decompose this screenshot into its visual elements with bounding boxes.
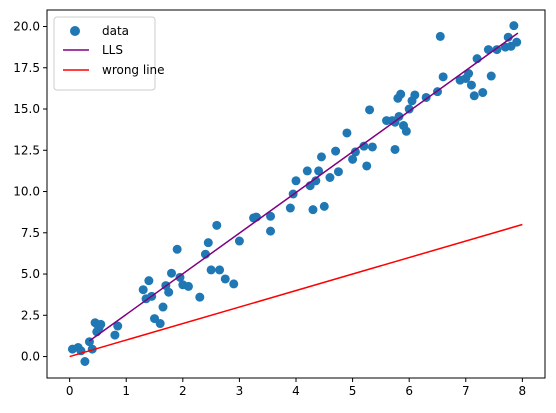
plot-area	[67, 21, 523, 366]
data-point	[342, 128, 352, 138]
data-point	[215, 265, 225, 275]
x-tick-label: 6	[405, 384, 413, 398]
data-point	[229, 279, 239, 289]
data-point	[96, 319, 106, 329]
y-tick-label: 7.5	[21, 226, 40, 240]
data-point	[466, 80, 476, 90]
legend-label-data: data	[102, 24, 129, 38]
data-point	[396, 89, 406, 99]
data-point	[234, 236, 244, 246]
data-point	[183, 281, 193, 291]
data-point	[167, 268, 176, 278]
data-point	[512, 37, 522, 47]
x-tick-label: 3	[236, 384, 244, 398]
x-tick-label: 1	[122, 384, 130, 398]
data-point	[365, 105, 375, 115]
legend: data LLS wrong line	[53, 16, 165, 91]
data-point	[291, 176, 301, 186]
lls-line	[89, 32, 519, 342]
data-point	[212, 220, 222, 230]
data-point	[469, 91, 479, 101]
data-point	[435, 31, 445, 41]
data-point	[80, 356, 90, 366]
data-point	[155, 319, 165, 329]
data-point	[464, 69, 474, 79]
legend-label-lls: LLS	[102, 43, 123, 57]
y-tick-label: 17.5	[13, 61, 40, 75]
data-point	[350, 147, 360, 157]
x-tick-label: 0	[66, 384, 74, 398]
data-point	[367, 142, 377, 152]
y-tick-label: 10.0	[13, 185, 40, 199]
data-point	[164, 287, 174, 297]
legend-label-wrong-line: wrong line	[102, 63, 165, 77]
data-point	[331, 146, 341, 156]
data-point	[203, 238, 213, 248]
data-point	[410, 90, 420, 100]
y-axis-ticks: 0.0 2.5 5.0 7.5 10.0 12.5 15.0 17.5 20.0	[13, 20, 47, 364]
data-point	[308, 205, 318, 215]
wrong-line	[69, 223, 523, 358]
data-point	[220, 274, 230, 284]
x-tick-label: 8	[519, 384, 527, 398]
data-point	[509, 21, 519, 31]
data-point	[362, 161, 372, 171]
data-point	[285, 203, 295, 213]
x-tick-label: 2	[179, 384, 187, 398]
data-point	[319, 201, 329, 211]
y-tick-label: 12.5	[13, 143, 40, 157]
data-point	[333, 167, 343, 177]
data-point	[172, 244, 182, 254]
data-point	[486, 71, 496, 81]
y-tick-label: 20.0	[13, 20, 40, 34]
data-point	[195, 292, 205, 302]
data-point	[158, 302, 168, 312]
data-point	[478, 88, 488, 98]
data-point	[401, 126, 411, 136]
x-tick-label: 7	[462, 384, 470, 398]
x-tick-label: 5	[349, 384, 357, 398]
data-point	[266, 211, 276, 221]
plot-frame	[46, 9, 546, 379]
y-tick-label: 5.0	[21, 267, 40, 281]
data-point	[390, 144, 400, 154]
data-point	[404, 104, 414, 114]
data-point	[348, 154, 358, 164]
data-point	[316, 152, 326, 162]
data-point	[266, 226, 276, 236]
legend-box	[53, 16, 156, 91]
data-point	[144, 276, 154, 286]
data-point	[438, 72, 448, 82]
data-point	[113, 321, 123, 331]
data-point	[394, 111, 404, 121]
y-tick-label: 0.0	[21, 350, 40, 364]
data-point	[503, 32, 513, 42]
data-point	[311, 176, 321, 186]
data-point	[325, 172, 335, 182]
data-point	[110, 330, 120, 340]
x-tick-label: 4	[292, 384, 300, 398]
data-point	[138, 285, 148, 295]
chart-marks	[67, 21, 523, 366]
legend-marker-data	[70, 26, 80, 36]
data-point	[302, 166, 312, 176]
data-point	[206, 265, 216, 275]
x-axis-ticks: 0 1 2 3 4 5 6 7 8	[66, 378, 526, 398]
data-point	[359, 141, 369, 151]
y-tick-label: 2.5	[21, 308, 40, 322]
data-point	[314, 166, 324, 176]
y-tick-label: 15.0	[13, 102, 40, 116]
